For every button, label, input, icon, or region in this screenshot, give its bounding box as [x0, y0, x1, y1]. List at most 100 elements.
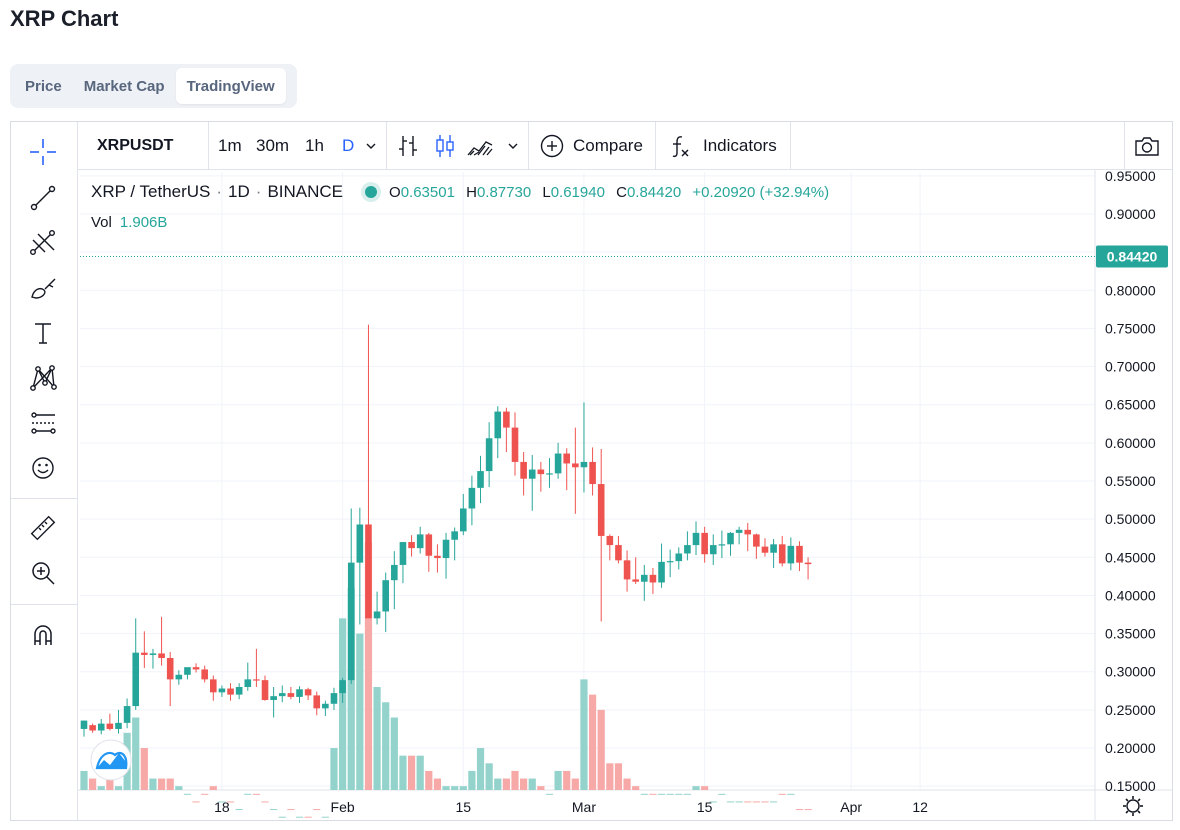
candle-body: [658, 561, 665, 583]
candle-body: [347, 562, 355, 681]
volume-bar: [649, 793, 657, 795]
volume-bar: [494, 778, 502, 790]
emoji-icon[interactable]: [27, 452, 59, 484]
candle-body: [503, 411, 510, 428]
y-tick-label: 0.45000: [1105, 549, 1156, 565]
tradingview-widget: XRPUSDT 1m 30m 1h D Compare Indicators: [10, 121, 1173, 821]
volume-bar: [183, 793, 192, 795]
candle-body: [770, 544, 777, 553]
legend-low: 0.61940: [550, 183, 605, 201]
fib-tool-icon[interactable]: [27, 227, 59, 259]
trend-line-icon[interactable]: [27, 182, 59, 214]
page-title: XRP Chart: [10, 6, 119, 31]
volume-bar: [235, 809, 243, 811]
candle-body: [434, 555, 441, 559]
candlestick-chart[interactable]: 0.950000.900000.850000.800000.750000.700…: [11, 122, 1172, 820]
x-tick-label: 18: [214, 799, 230, 815]
volume-bar: [476, 748, 485, 790]
y-tick-label: 0.35000: [1105, 626, 1156, 642]
interval-1m[interactable]: 1m: [218, 136, 242, 155]
function-icon: [672, 136, 689, 158]
volume-bar: [770, 801, 778, 803]
volume-bar: [666, 793, 674, 795]
y-tick-label: 0.40000: [1105, 587, 1156, 603]
volume-bar: [209, 786, 217, 790]
forecast-icon[interactable]: [27, 407, 59, 439]
volume-bar: [537, 786, 545, 790]
volume-bar: [563, 770, 571, 790]
camera-icon[interactable]: [1133, 122, 1161, 170]
market-status-dot: [365, 186, 378, 198]
candle-body: [141, 652, 148, 655]
chart-type-dropdown-chevron-icon[interactable]: [506, 122, 520, 170]
candle-body: [373, 611, 381, 619]
volume-bar: [270, 809, 278, 811]
volume-bar: [795, 809, 804, 811]
y-tick-label: 0.20000: [1105, 740, 1156, 756]
candle-body: [718, 544, 726, 546]
volume-value: 1.906B: [119, 214, 168, 231]
volume-bar: [304, 816, 312, 818]
symbol-search-button[interactable]: XRPUSDT: [97, 137, 174, 154]
volume-bar: [321, 816, 329, 818]
candle-body: [339, 680, 346, 694]
candle-body: [477, 471, 484, 488]
crosshair-icon[interactable]: [27, 136, 59, 168]
pattern-icon[interactable]: [27, 362, 59, 394]
candle-body: [218, 688, 226, 693]
tab-tradingview[interactable]: TradingView: [175, 68, 286, 104]
ruler-icon[interactable]: [27, 512, 59, 544]
compare-button[interactable]: Compare: [539, 122, 643, 170]
tab-price[interactable]: Price: [25, 77, 62, 95]
toolbar-divider: [386, 122, 387, 170]
volume-bar: [157, 778, 166, 790]
volume-bar: [373, 687, 381, 790]
magnet-icon[interactable]: [27, 619, 59, 651]
indicators-label: Indicators: [703, 136, 777, 155]
chart-top-toolbar: XRPUSDT 1m 30m 1h D Compare Indicators: [78, 122, 1172, 170]
candle-body: [166, 658, 174, 680]
y-tick-label: 0.50000: [1105, 511, 1156, 527]
y-tick-label: 0.95000: [1105, 168, 1156, 184]
volume-bar: [89, 778, 97, 790]
y-tick-label: 0.90000: [1105, 206, 1156, 222]
brush-icon[interactable]: [27, 272, 59, 304]
toolbar-divider: [208, 122, 209, 170]
tradingview-logo-icon[interactable]: [90, 739, 132, 781]
bar-chart-type-icon[interactable]: [396, 122, 420, 170]
area-chart-type-icon[interactable]: [466, 122, 494, 170]
y-tick-label: 0.15000: [1105, 778, 1156, 794]
interval-30m[interactable]: 30m: [256, 136, 290, 155]
volume-bar: [718, 793, 726, 795]
candle-body: [356, 524, 364, 563]
text-icon[interactable]: [27, 317, 59, 349]
volume-bar: [468, 770, 476, 790]
interval-dropdown-chevron-icon[interactable]: [364, 122, 378, 170]
candle-chart-type-icon[interactable]: [433, 122, 457, 170]
x-tick-label: 12: [912, 799, 928, 815]
candle-body: [253, 679, 260, 681]
volume-bar: [313, 809, 321, 811]
legend-pair: XRP / TetherUS: [91, 182, 211, 201]
tab-market-cap[interactable]: Market Cap: [83, 77, 165, 95]
volume-bar: [132, 717, 140, 790]
volume-bar: [339, 618, 347, 790]
volume-bar: [433, 778, 442, 790]
interval-d[interactable]: D: [342, 136, 355, 155]
candle-body: [666, 561, 674, 563]
candle-body: [580, 461, 588, 468]
volume-bar: [606, 763, 614, 790]
interval-1h[interactable]: 1h: [305, 136, 324, 155]
zoom-in-icon[interactable]: [27, 557, 59, 589]
volume-bar: [166, 778, 174, 790]
candle-body: [675, 553, 683, 562]
candle-body: [408, 542, 415, 549]
x-tick-label: Mar: [572, 799, 596, 815]
volume-bar: [683, 793, 691, 795]
indicators-button[interactable]: Indicators: [667, 122, 777, 170]
candle-body: [804, 562, 812, 565]
volume-bar: [623, 778, 631, 790]
settings-gear-icon[interactable]: [1123, 796, 1143, 816]
candle-body: [382, 580, 389, 612]
candle-body: [459, 508, 467, 532]
